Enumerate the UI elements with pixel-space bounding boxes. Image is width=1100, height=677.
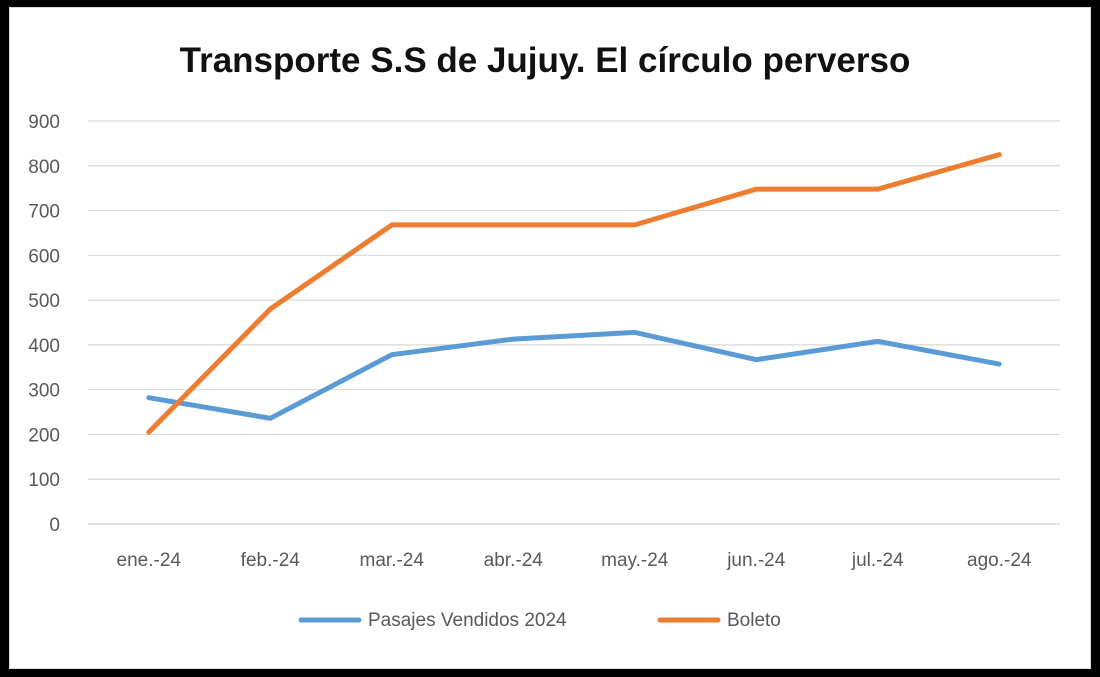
x-tick-label: feb.-24 (241, 550, 301, 571)
y-tick-label: 500 (28, 291, 60, 312)
y-tick-label: 300 (28, 381, 60, 402)
y-tick-label: 700 (28, 202, 60, 223)
y-tick-label: 400 (28, 336, 60, 357)
y-tick-label: 0 (49, 515, 60, 536)
x-tick-label: mar.-24 (360, 550, 425, 571)
gridlines (88, 120, 1060, 480)
x-tick-label: may.-24 (601, 550, 669, 571)
series-line-pasajes (146, 329, 1002, 421)
legend-label-pasajes: Pasajes Vendidos 2024 (368, 610, 567, 631)
x-axis-ticks: ene.-24 feb.-24 mar.-24 abr.-24 may.-24 jun.-… (117, 550, 1032, 571)
legend: Pasajes Vendidos 2024 Boleto (298, 610, 781, 631)
chart-title: Transporte S.S de Jujuy. El círculo perv… (180, 41, 911, 80)
y-tick-label: 200 (28, 425, 60, 446)
y-axis-ticks: 0 100 200 300 400 500 600 700 800 900 (28, 112, 60, 536)
y-tick-label: 100 (28, 470, 60, 491)
series-lines (146, 152, 1002, 435)
y-tick-label: 800 (28, 157, 60, 178)
x-tick-label: ene.-24 (117, 550, 182, 571)
series-line-boleto (146, 152, 1002, 435)
x-tick-label: jul.-24 (851, 550, 904, 571)
y-tick-label: 600 (28, 246, 60, 267)
x-tick-label: abr.-24 (484, 550, 544, 571)
x-tick-label: jun.-24 (726, 550, 786, 571)
legend-label-boleto: Boleto (727, 610, 781, 631)
x-tick-label: ago.-24 (967, 550, 1032, 571)
y-tick-label: 900 (28, 112, 60, 133)
